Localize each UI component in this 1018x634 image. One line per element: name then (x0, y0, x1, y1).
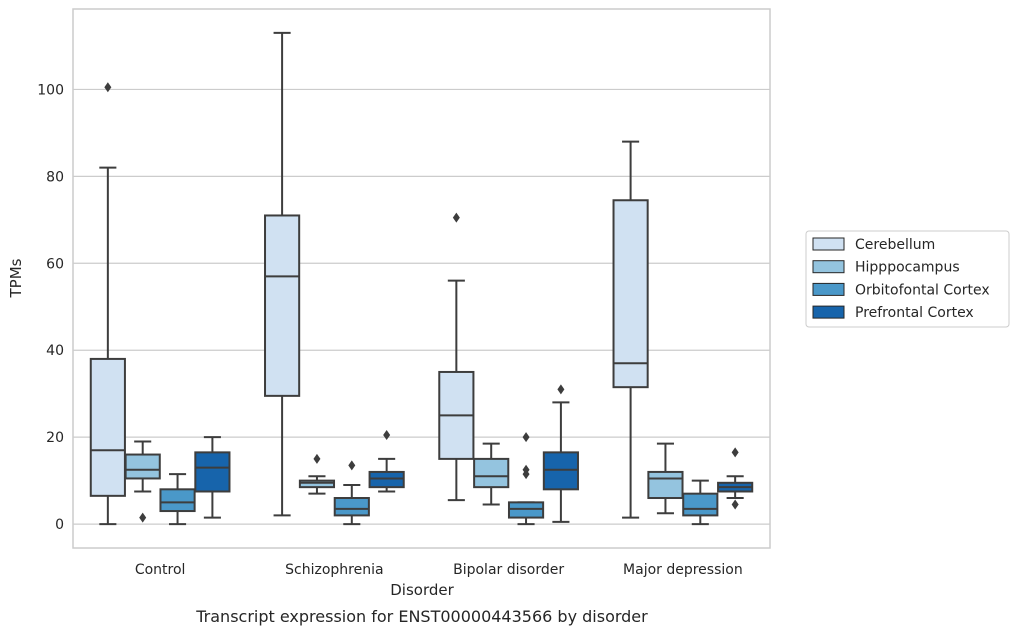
legend-swatch (812, 237, 845, 251)
box-group (682, 479, 719, 526)
box-body (682, 492, 719, 517)
box-body (612, 199, 649, 389)
box-group (124, 440, 161, 523)
legend-frame (805, 230, 1010, 328)
box-body (647, 470, 684, 500)
box-body (194, 451, 231, 493)
legend-swatch (812, 282, 845, 296)
y-axis-ticks: 0 20 40 60 80 100 (37, 82, 64, 533)
x-tick-label: Control (135, 562, 186, 578)
box-body (89, 357, 126, 497)
outlier-point (139, 512, 147, 523)
chart-caption: Transcript expression for ENST0000044356… (195, 607, 648, 626)
box-body (124, 453, 161, 480)
box-group (473, 442, 510, 506)
box-body (473, 457, 510, 489)
box-group (333, 460, 370, 526)
legend-label: Prefrontal Cortex (855, 305, 974, 321)
grid-lines (73, 88, 770, 525)
outlier-point (104, 82, 112, 93)
outlier-point (731, 499, 739, 510)
legend-label: Cerebellum (855, 237, 935, 253)
outlier-point (452, 212, 460, 223)
box-group (647, 442, 684, 515)
box-series (89, 31, 754, 526)
legend-label: Hipppocampus (855, 260, 960, 276)
box-group (542, 384, 579, 523)
legend-swatch (812, 305, 845, 319)
box-body (368, 470, 405, 489)
box-group (159, 473, 196, 526)
x-tick-label: Major depression (623, 562, 743, 578)
box-group (717, 447, 754, 510)
box-body (298, 479, 336, 489)
outlier-point (383, 429, 391, 440)
outlier-point (731, 447, 739, 458)
box-group (368, 429, 405, 493)
y-tick-label: 0 (55, 517, 64, 533)
box-group (194, 436, 231, 519)
box-body (159, 488, 196, 513)
y-tick-label: 40 (46, 343, 64, 359)
x-axis-ticks: Control Schizophrenia Bipolar disorder Majo… (135, 562, 743, 578)
outlier-point (557, 384, 565, 395)
y-tick-label: 20 (46, 430, 64, 446)
outlier-point (522, 464, 530, 475)
x-axis-title: Disorder (390, 581, 454, 599)
box-body (542, 451, 579, 491)
outlier-point (522, 432, 530, 443)
legend-swatch (812, 260, 845, 274)
box-body (507, 501, 545, 519)
y-tick-label: 60 (46, 256, 64, 272)
legend-label: Orbitofontal Cortex (855, 282, 990, 298)
x-tick-label: Bipolar disorder (453, 562, 564, 578)
y-tick-label: 100 (37, 82, 64, 98)
y-tick-label: 80 (46, 169, 64, 185)
box-group (507, 432, 545, 526)
legend: Cerebellum Hipppocampus Orbitofontal Corte… (805, 230, 1010, 328)
box-group (612, 140, 649, 519)
outlier-point (313, 453, 321, 464)
outlier-point (348, 460, 356, 471)
box-group (438, 212, 475, 502)
box-body (264, 214, 301, 397)
y-axis-title: TPMs (7, 258, 25, 298)
x-tick-label: Schizophrenia (285, 562, 383, 578)
box-group (264, 31, 301, 517)
box-body (333, 497, 370, 517)
box-group (298, 453, 336, 495)
plot-frame (72, 8, 771, 549)
box-group (89, 82, 126, 526)
